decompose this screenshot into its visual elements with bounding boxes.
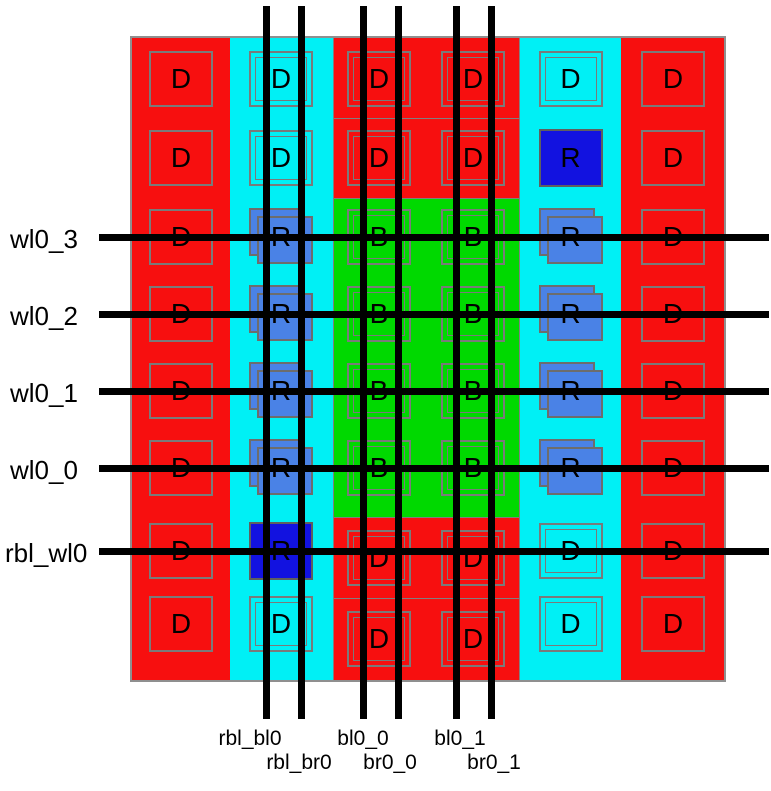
array-cell-r7-c0-D: D <box>149 596 213 652</box>
bitline-label-bl0_1: bl0_1 <box>434 727 486 750</box>
cell-letter: D <box>662 608 684 639</box>
bitline-label-rbl_br0: rbl_br0 <box>266 751 332 774</box>
bitcell-array-inner: DDDDDDDDDDRDDRBBRDDRBBRDDRBBRDDRBBRDDRDD… <box>132 38 724 680</box>
cell-letter: D <box>560 63 581 94</box>
cell-letter: R <box>560 142 581 173</box>
cell-letter: D <box>270 142 292 173</box>
array-cell-r7-c3-D: D <box>441 611 505 667</box>
wordline-rbl_wl0 <box>99 548 769 555</box>
cell-letter: D <box>662 63 684 94</box>
array-cell-r1-c3-D: D <box>441 130 505 186</box>
wordline-label-wl0_0: wl0_0 <box>10 455 78 485</box>
array-cell-r7-c5-D: D <box>641 596 705 652</box>
array-cell-r1-c0-D: D <box>149 130 213 186</box>
cell-letter: D <box>368 63 390 94</box>
array-cell-r0-c4-D: D <box>538 51 603 107</box>
cell-letter: D <box>462 63 484 94</box>
bitline-br0_1 <box>488 6 495 719</box>
cell-letter: D <box>462 142 484 173</box>
bitline-rbl_bl0 <box>263 6 270 719</box>
wordline-label-wl0_2: wl0_2 <box>10 301 78 331</box>
array-cell-r1-c4-R: R <box>538 129 603 187</box>
array-cell-r7-c1-D: D <box>249 596 313 652</box>
cell-letter: D <box>270 608 292 639</box>
array-cell-r1-c5-D: D <box>641 130 705 186</box>
cell-letter: D <box>368 623 390 654</box>
row-separator-line <box>333 118 520 119</box>
cell-letter: D <box>170 142 192 173</box>
array-cell-r0-c3-D: D <box>441 51 505 107</box>
bitline-label-br0_0: br0_0 <box>363 751 417 774</box>
wordline-label-rbl_wl0: rbl_wl0 <box>5 538 88 568</box>
cell-letter: D <box>170 63 192 94</box>
cell-letter: D <box>662 142 684 173</box>
bitline-bl0_1 <box>453 6 460 719</box>
wordline-wl0_1 <box>99 388 769 395</box>
array-cell-r1-c2-D: D <box>347 130 411 186</box>
array-cell-r0-c2-D: D <box>347 51 411 107</box>
wordline-label-wl0_1: wl0_1 <box>10 378 78 408</box>
wordline-wl0_3 <box>99 234 769 241</box>
wordline-wl0_0 <box>99 465 769 472</box>
bitline-br0_0 <box>395 6 402 719</box>
array-cell-r6-c3-D: D <box>441 530 505 586</box>
bitline-label-bl0_0: bl0_0 <box>337 727 389 750</box>
array-cell-r0-c0-D: D <box>149 51 213 107</box>
row-separator-line <box>333 598 520 599</box>
array-cell-r7-c4-D: D <box>538 596 603 652</box>
cell-letter: D <box>170 608 192 639</box>
wordline-label-wl0_3: wl0_3 <box>10 224 78 254</box>
wordline-wl0_2 <box>99 311 769 318</box>
left-dummy-column-region <box>132 38 230 680</box>
array-cell-r7-c2-D: D <box>347 611 411 667</box>
bitline-bl0_0 <box>360 6 367 719</box>
right-dummy-column-region <box>621 38 724 680</box>
bitline-rbl_br0 <box>298 6 305 719</box>
cell-letter: D <box>560 608 581 639</box>
bitcell-array: DDDDDDDDDDRDDRBBRDDRBBRDDRBBRDDRBBRDDRDD… <box>130 36 726 682</box>
array-cell-r0-c1-D: D <box>249 51 313 107</box>
cell-letter: D <box>368 142 390 173</box>
array-cell-r0-c5-D: D <box>641 51 705 107</box>
cell-letter: D <box>270 63 292 94</box>
bitline-label-rbl_bl0: rbl_bl0 <box>218 727 282 750</box>
bitline-label-br0_1: br0_1 <box>467 751 521 774</box>
cell-letter: D <box>462 623 484 654</box>
array-cell-r1-c1-D: D <box>249 130 313 186</box>
